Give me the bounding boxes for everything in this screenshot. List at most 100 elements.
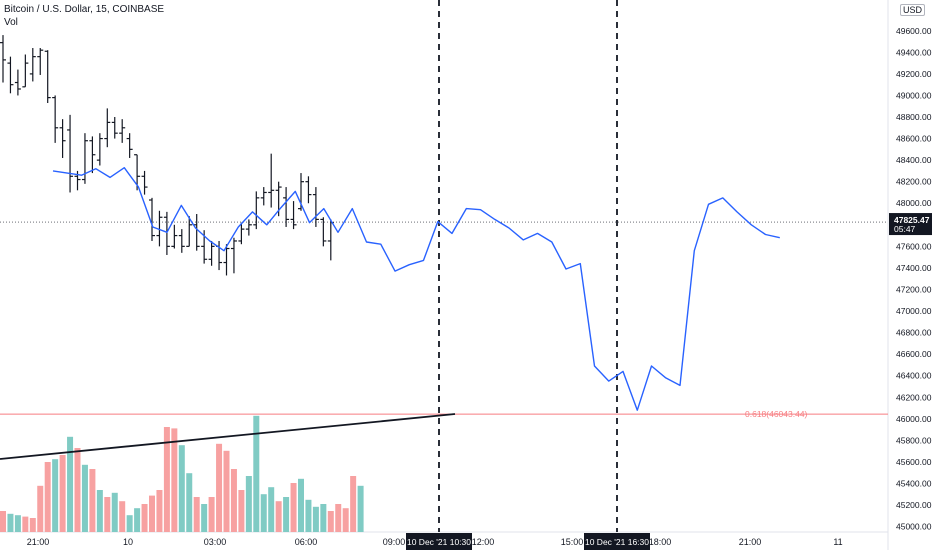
volume-bar	[89, 469, 96, 532]
volume-bar	[59, 455, 66, 532]
y-tick-label: 47600.00	[896, 241, 932, 251]
volume-bar	[216, 443, 223, 532]
volume-bar	[327, 511, 334, 532]
ohlc-bar	[119, 119, 126, 143]
x-tick-label: 21:00	[739, 537, 762, 547]
currency-badge[interactable]: USD	[900, 4, 926, 16]
ohlc-bar	[253, 191, 260, 230]
y-tick-label: 49000.00	[896, 90, 932, 100]
volume-bar	[298, 478, 304, 532]
projection-line	[52, 166, 780, 411]
current-price-countdown: 05:47	[894, 224, 916, 234]
x-tick-label: 21:00	[27, 537, 50, 547]
y-tick-label: 46000.00	[896, 414, 932, 424]
ohlc-bar	[141, 170, 148, 195]
x-tick-label: 06:00	[295, 537, 318, 547]
ohlc-bar	[208, 240, 215, 266]
current-price-badge	[889, 213, 932, 236]
volume-bar	[283, 497, 290, 532]
volume-indicator-label[interactable]: Vol	[4, 17, 18, 28]
volume-bar	[0, 511, 6, 532]
volume-bar	[350, 476, 357, 532]
ohlc-bar	[283, 187, 290, 227]
volume-bar	[74, 448, 81, 532]
volume-bar	[141, 504, 148, 532]
ohlc-bar	[59, 119, 66, 158]
trend-line	[0, 413, 456, 460]
ohlc-bar	[7, 56, 14, 94]
volume-bar	[67, 436, 74, 532]
ohlc-bar	[163, 211, 170, 255]
volume-bar	[201, 504, 208, 532]
y-tick-label: 48200.00	[896, 177, 932, 187]
ohlc-bar	[156, 210, 163, 247]
ohlc-bar	[171, 224, 178, 249]
volume-bar	[163, 427, 170, 532]
ohlc-bar	[230, 237, 237, 274]
time-badge	[584, 533, 650, 550]
y-tick-label: 48400.00	[896, 155, 932, 165]
y-tick-label: 45800.00	[896, 435, 932, 445]
volume-bar	[44, 462, 51, 532]
time-badge-label: 10 Dec '21 10:30	[407, 537, 471, 547]
volume-bar	[156, 490, 163, 532]
volume-bar	[119, 501, 126, 532]
y-tick-label: 49400.00	[896, 47, 932, 57]
volume-bar	[14, 515, 21, 532]
y-tick-label: 47400.00	[896, 263, 932, 273]
volume-bar	[357, 485, 364, 532]
current-price-value: 47825.47	[894, 215, 930, 225]
fib-level-label: 0.618(46043.44)	[745, 409, 808, 419]
volume-bar	[7, 513, 14, 532]
volume-bar	[223, 450, 230, 532]
volume-bar	[275, 501, 282, 532]
y-tick-label: 45200.00	[896, 500, 932, 510]
volume-bar	[134, 508, 141, 532]
ohlc-bar	[193, 214, 200, 251]
volume-bar	[193, 497, 200, 532]
ohlc-bar	[96, 133, 103, 166]
volume-bar	[238, 490, 245, 532]
ohlc-bar	[312, 187, 319, 227]
volume-bar	[111, 492, 118, 532]
y-tick-label: 49200.00	[896, 69, 932, 79]
y-tick-label: 46800.00	[896, 328, 932, 338]
ohlc-bar	[327, 219, 334, 261]
volume-bar	[290, 483, 297, 532]
ohlc-bar	[37, 48, 44, 75]
ohlc-bar	[320, 217, 327, 247]
x-tick-label: 15:00	[561, 537, 584, 547]
volume-bar	[96, 490, 103, 532]
ohlc-bar	[111, 117, 118, 139]
volume-bar	[178, 445, 185, 532]
ohlc-bar	[81, 133, 88, 184]
ohlc-bar	[29, 48, 36, 82]
y-tick-label: 48000.00	[896, 198, 932, 208]
volume-bar	[171, 428, 178, 532]
ohlc-bar	[268, 153, 275, 208]
ohlc-bar	[305, 176, 312, 204]
ohlc-bar	[178, 229, 185, 253]
time-badge	[406, 533, 472, 550]
ohlc-bar	[149, 197, 155, 241]
y-tick-label: 47000.00	[896, 306, 932, 316]
volume-bar	[37, 485, 44, 532]
ohlc-bar	[238, 222, 245, 245]
ohlc-bar	[290, 201, 297, 230]
volume-bar	[81, 464, 88, 532]
ohlc-bar	[126, 133, 133, 158]
y-tick-label: 48600.00	[896, 134, 932, 144]
y-tick-label: 46600.00	[896, 349, 932, 359]
volume-bar	[208, 497, 215, 532]
y-tick-label: 46200.00	[896, 392, 932, 402]
ohlc-bar	[260, 187, 267, 206]
x-tick-label: 10	[123, 537, 133, 547]
y-tick-label: 45000.00	[896, 522, 932, 532]
ohlc-bar	[14, 69, 21, 96]
ohlc-bar	[89, 136, 96, 174]
ohlc-bar	[44, 50, 51, 103]
x-tick-label: 03:00	[204, 537, 227, 547]
ohlc-bar	[67, 114, 74, 193]
y-tick-label: 45600.00	[896, 457, 932, 467]
